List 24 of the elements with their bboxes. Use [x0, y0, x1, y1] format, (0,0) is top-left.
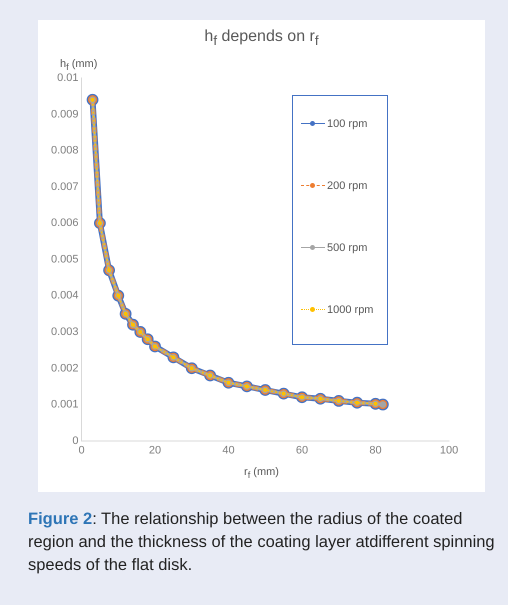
y-tick-label: 0.008 [50, 144, 79, 157]
y-tick-label: 0.007 [50, 180, 79, 193]
caption: Figure 2: The relationship between the radius of the coated region and the thickness of the coating layer atdifferent spinning speeds of the flat disk. [28, 509, 496, 576]
y-tick-label: 0.004 [50, 290, 79, 302]
x-tick-label: 100 [440, 444, 458, 456]
y-tick-label: 0.006 [50, 217, 79, 230]
y-tick-label: 0.005 [50, 253, 79, 266]
legend-label: 200 rpm [327, 180, 368, 192]
legend-label: 100 rpm [327, 118, 368, 130]
chart-title: h$_{f}$ depends on r$_{f}$ [203, 28, 320, 48]
x-tick-label: 20 [148, 444, 162, 456]
y-tick-label: 0.009 [50, 108, 79, 120]
y-tick-label: 0.003 [50, 326, 79, 338]
x-tick-label: 40 [222, 444, 235, 456]
legend-label: 1000 rpm [327, 304, 374, 316]
x-tick-label: 60 [296, 444, 308, 456]
y-axis-title: h$_{f}$ (mm) [60, 58, 98, 72]
y-tick-label: 0.001 [50, 398, 79, 411]
y-tick-label: 0.002 [50, 362, 79, 374]
y-tick-label: 0 [72, 434, 79, 447]
y-tick-label: 0.01 [57, 72, 79, 84]
x-axis-title: r$_{f}$ (mm) [243, 466, 280, 480]
legend-label: 500 rpm [327, 242, 368, 254]
x-tick-label: 80 [369, 444, 382, 456]
